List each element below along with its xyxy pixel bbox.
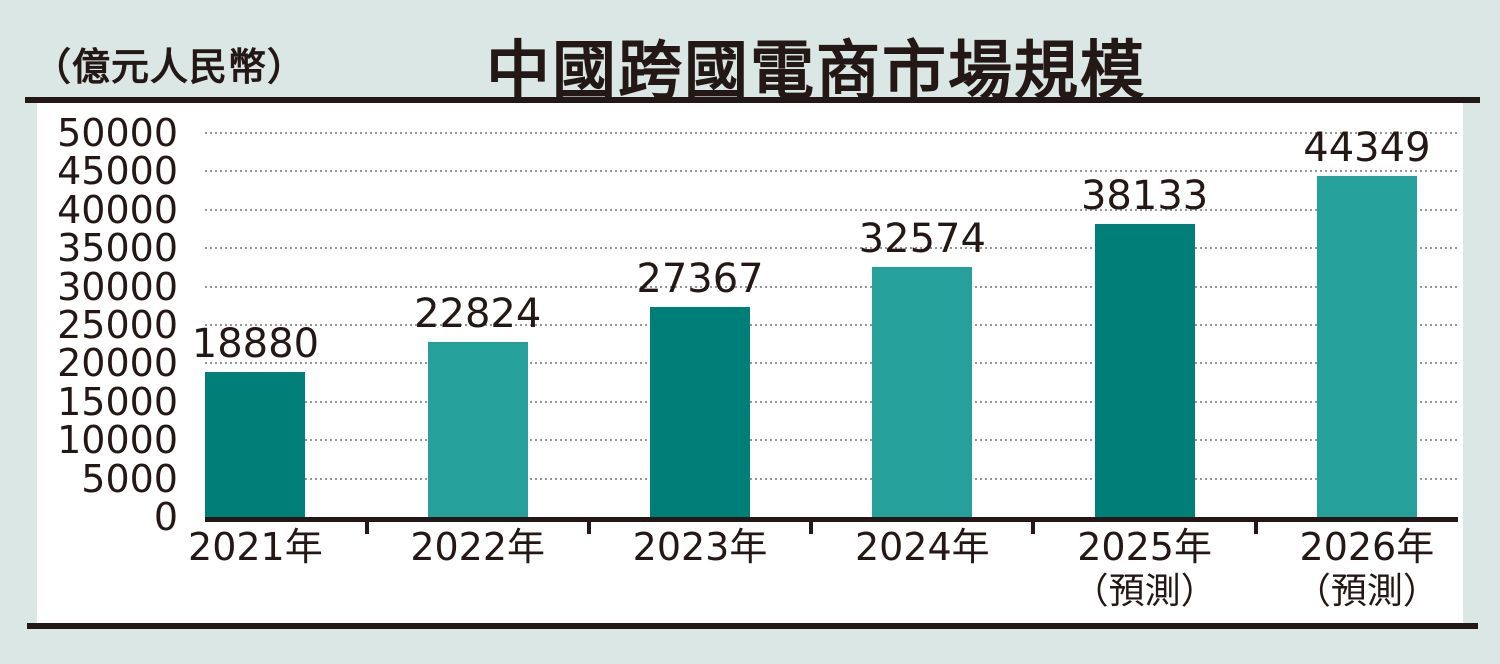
bar-value-label-2021年: 18880	[191, 321, 320, 367]
bar-value-label-2024年: 32574	[858, 215, 986, 262]
x-tick-label-2023年: 2023年	[632, 525, 768, 569]
x-axis-tick-5	[1253, 517, 1258, 534]
x-axis-tick-1	[364, 517, 369, 534]
y-tick-label-40000: 40000	[57, 187, 178, 232]
x-axis-tick-4	[1031, 517, 1036, 534]
bar-2025年	[1094, 224, 1195, 517]
x-tick-label-2022年: 2022年	[410, 525, 546, 569]
bar-value-label-2025年: 38133	[1080, 173, 1209, 220]
x-tick-label-2025年: 2025年	[1077, 525, 1212, 569]
gridline-30000	[205, 285, 1458, 288]
gridline-50000	[205, 132, 1458, 134]
gridline-10000	[205, 439, 1458, 442]
x-axis-tick-2	[586, 517, 591, 534]
y-axis-unit-label: （億元人民幣）	[33, 45, 307, 89]
y-tick-label-50000: 50000	[57, 111, 178, 155]
gridline-20000	[205, 362, 1458, 365]
y-tick-label-10000: 10000	[57, 418, 178, 463]
gridline-40000	[205, 208, 1458, 211]
y-tick-label-45000: 45000	[57, 149, 178, 194]
y-tick-label-20000: 20000	[57, 341, 178, 386]
y-tick-label-15000: 15000	[57, 379, 178, 424]
bar-2021年	[205, 372, 306, 517]
y-tick-label-25000: 25000	[57, 303, 178, 347]
gridline-45000	[205, 170, 1458, 173]
gridline-5000	[205, 477, 1458, 480]
x-axis-tick-3	[809, 517, 814, 534]
gridline-15000	[205, 400, 1458, 403]
x-tick-sublabel-2025年: （預測）	[1072, 571, 1217, 612]
x-axis-baseline	[205, 517, 1458, 522]
bar-value-label-2022年: 22824	[414, 290, 542, 337]
bar-2024年	[872, 266, 973, 517]
y-tick-label-35000: 35000	[57, 226, 178, 271]
x-tick-sublabel-2026年: （預測）	[1294, 571, 1439, 612]
gridline-35000	[205, 247, 1458, 250]
y-tick-label-5000: 5000	[81, 456, 178, 501]
bar-2022年	[427, 341, 528, 517]
x-tick-label-2026年: 2026年	[1299, 525, 1435, 569]
bar-2023年	[650, 306, 750, 517]
y-tick-label-0: 0	[153, 495, 178, 539]
x-tick-label-2021年: 2021年	[188, 525, 323, 569]
y-tick-label-30000: 30000	[57, 264, 178, 309]
bar-value-label-2026年: 44349	[1303, 125, 1431, 172]
x-tick-label-2024年: 2024年	[854, 525, 990, 569]
bar-2026年	[1316, 176, 1417, 517]
top-border-rule	[25, 97, 1480, 103]
gridline-25000	[205, 324, 1458, 326]
bottom-border-rule	[27, 623, 1478, 629]
chart-title: 中國跨國電商市場規模	[486, 35, 1146, 109]
bar-value-label-2023年: 27367	[636, 255, 764, 302]
